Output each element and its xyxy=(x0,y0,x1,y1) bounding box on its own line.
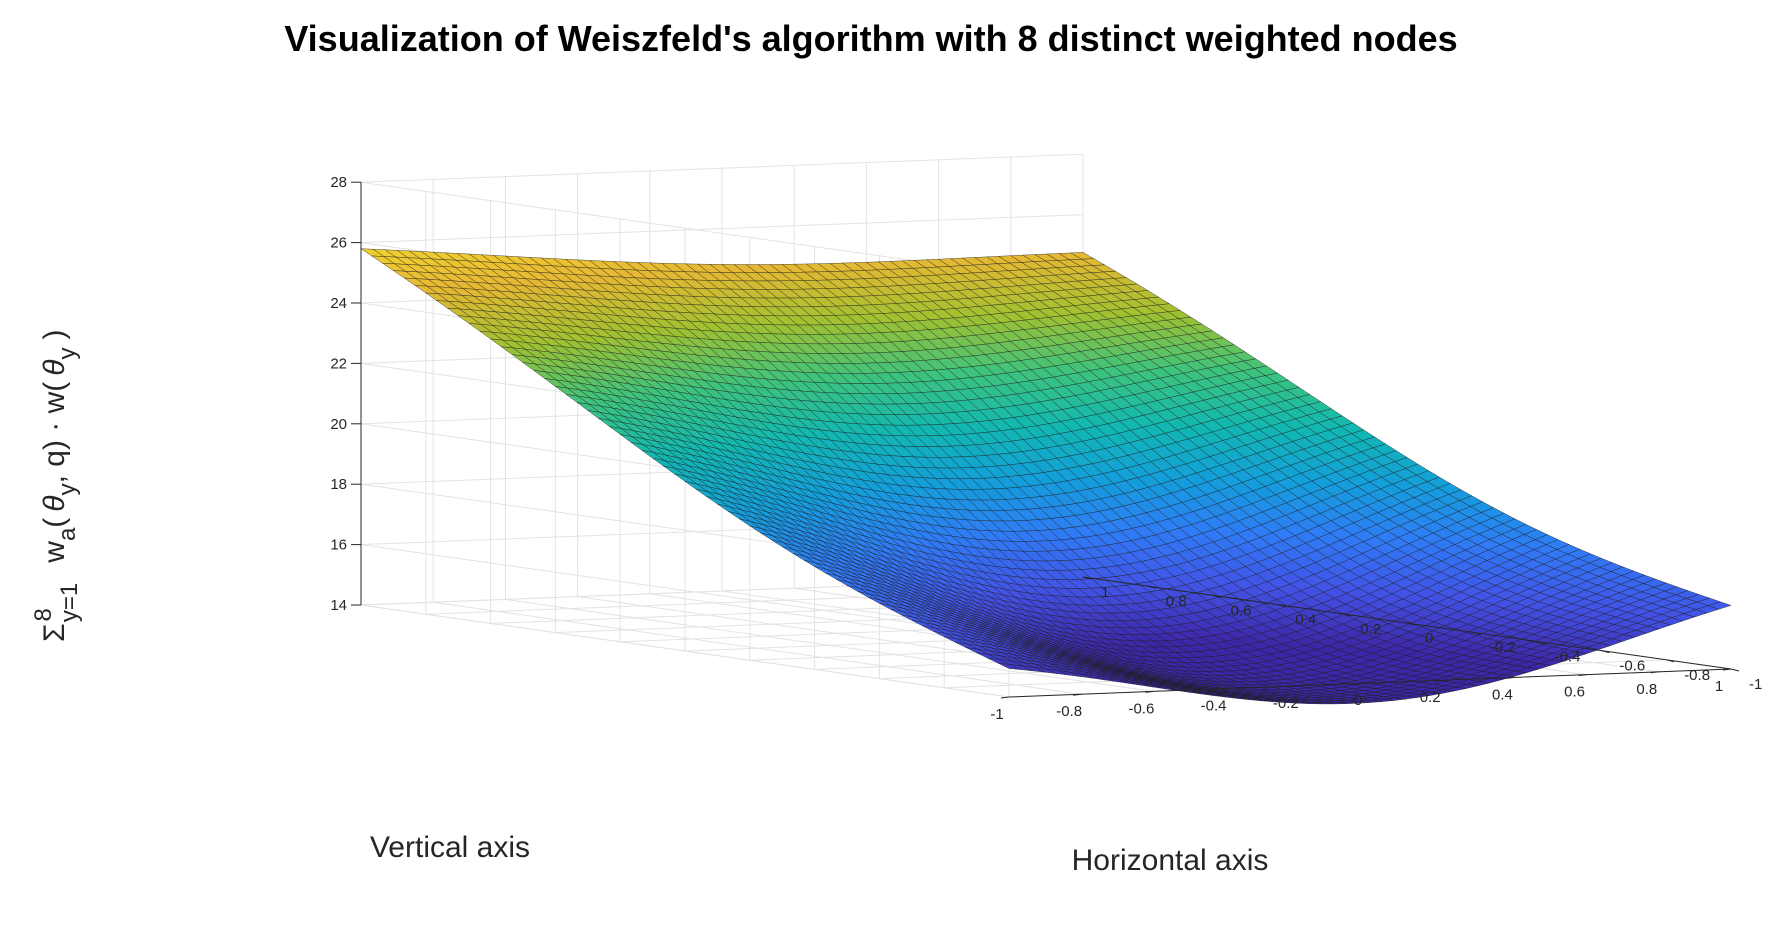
back-wall-grid-line xyxy=(360,153,1084,183)
y-tick-label: 0.4 xyxy=(1295,612,1316,629)
x-axis-title: Horizontal axis xyxy=(1072,844,1269,877)
x-tick-label: -0.6 xyxy=(1128,700,1154,717)
y-tick-label: -0.2 xyxy=(1490,639,1516,656)
y-tick-mark xyxy=(1212,594,1221,598)
z-tick-label: 28 xyxy=(330,174,347,191)
y-tick-mark xyxy=(1342,613,1351,617)
y-tick-label: 1 xyxy=(1101,584,1109,601)
y-tick-mark xyxy=(1082,576,1092,580)
y-tick-mark xyxy=(1147,585,1156,589)
z-theta-2: θ xyxy=(38,359,71,376)
z-w-a: w xyxy=(38,541,71,564)
x-tick-mark xyxy=(1073,693,1082,696)
z-sum-lower: y=1 xyxy=(56,583,83,622)
y-tick-label: 0.6 xyxy=(1231,602,1252,619)
z-open-paren: ( xyxy=(38,518,71,528)
x-tick-label: 0.2 xyxy=(1420,689,1441,706)
z-theta-sub: y xyxy=(54,483,81,495)
z-close-paren: ) xyxy=(38,329,71,339)
z-tick-label: 16 xyxy=(330,537,347,554)
x-tick-label: -0.2 xyxy=(1273,695,1299,712)
x-tick-mark xyxy=(1506,676,1515,679)
x-tick-label: -0.4 xyxy=(1201,698,1227,715)
x-tick-label: 0.6 xyxy=(1564,684,1585,701)
y-tick-mark xyxy=(1406,622,1416,626)
z-axis-title: Σ8y=1wa(θy, q) · w(θy) xyxy=(30,329,83,642)
z-tick-label: 24 xyxy=(330,295,347,312)
x-tick-label: -0.8 xyxy=(1056,703,1082,720)
z-theta: θ xyxy=(38,495,71,512)
svg-text:Σ8y=1wa(θy, q) · w(θy): Σ8y=1wa(θy, q) · w(θy) xyxy=(30,329,83,642)
x-tick-mark xyxy=(1650,671,1659,674)
x-tick-mark xyxy=(1145,690,1154,693)
side-wall-grid-line xyxy=(360,604,1010,698)
z-tick-label: 20 xyxy=(330,416,347,433)
back-wall-grid-line xyxy=(360,214,1084,244)
z-tick-label: 18 xyxy=(330,476,347,493)
y-tick-mark xyxy=(1277,604,1286,608)
x-tick-label: 0 xyxy=(1354,692,1362,709)
y-axis-title: Vertical axis xyxy=(370,831,530,864)
side-wall-grid-line xyxy=(360,181,1010,275)
y-tick-label: 0 xyxy=(1425,630,1433,647)
tick-label-layer: -1 -0.8 -0.6 -0.4 -0.2 0 0.2 0.4 0.6 0.8 1 -1 -0.8 -0… xyxy=(330,174,1762,723)
y-tick-label: 0.8 xyxy=(1166,593,1187,610)
y-tick-label: -0.8 xyxy=(1684,667,1710,684)
y-tick-label: -0.4 xyxy=(1555,648,1581,665)
side-wall-grid-line xyxy=(360,544,1010,638)
x-tick-label: 0.4 xyxy=(1492,686,1513,703)
y-tick-label: -1 xyxy=(1749,676,1762,693)
x-tick-mark xyxy=(1000,696,1010,699)
x-tick-mark xyxy=(1217,688,1226,691)
z-tick-label: 14 xyxy=(330,597,347,614)
surface-layer xyxy=(360,248,1732,705)
x-tick-mark xyxy=(1578,674,1587,677)
chart-title: Visualization of Weiszfeld's algorithm w… xyxy=(284,18,1458,59)
z-tick-label: 26 xyxy=(330,235,347,252)
x-tick-label: -1 xyxy=(990,706,1003,723)
y-tick-label: 0.2 xyxy=(1360,621,1381,638)
surface-patch xyxy=(1707,601,1732,610)
x-tick-label: 1 xyxy=(1715,678,1723,695)
z-w-a-sub: a xyxy=(54,527,81,541)
z-sum-upper: 8 xyxy=(30,608,57,621)
y-tick-mark xyxy=(1601,650,1610,654)
z-sum-symbol: Σ xyxy=(38,623,71,642)
x-tick-label: 0.8 xyxy=(1636,681,1657,698)
y-tick-label: -0.6 xyxy=(1619,658,1645,675)
y-tick-mark xyxy=(1666,659,1675,663)
x-tick-mark xyxy=(1722,668,1732,671)
y-tick-mark xyxy=(1536,640,1545,644)
x-tick-mark xyxy=(1361,682,1371,685)
z-theta-sub-2: y xyxy=(54,347,81,359)
y-tick-mark xyxy=(1471,631,1480,635)
x-tick-mark xyxy=(1289,685,1298,688)
z-mid-text: , q) · w( xyxy=(38,382,71,484)
x-tick-mark xyxy=(1434,679,1443,682)
z-tick-label: 22 xyxy=(330,355,347,372)
y-tick-mark xyxy=(1730,668,1740,672)
